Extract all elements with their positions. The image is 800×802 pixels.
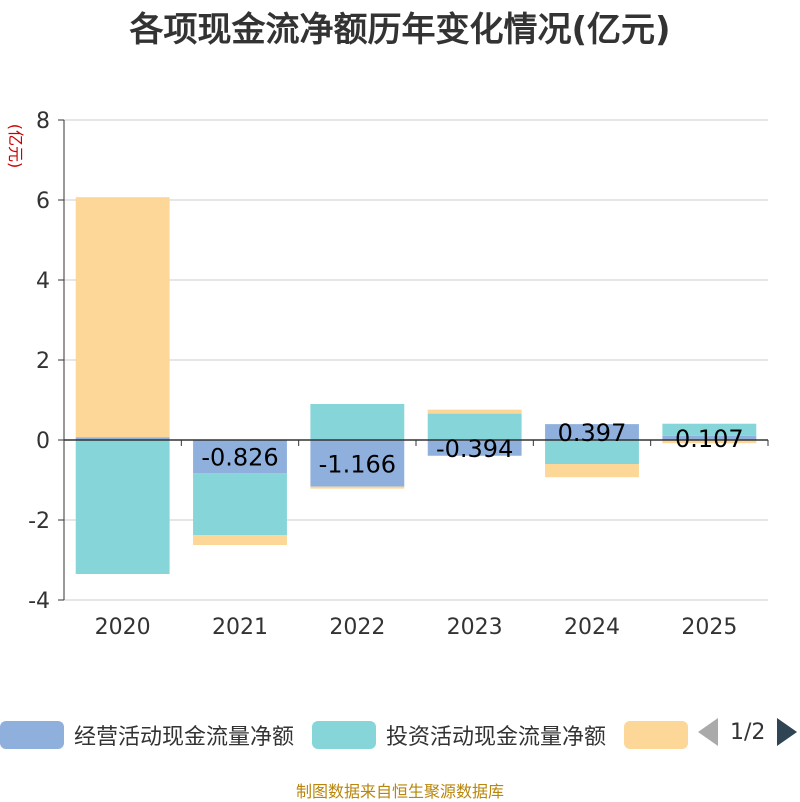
bar-2020-series-3 <box>75 197 170 438</box>
y-tick-label: 4 <box>36 269 50 294</box>
legend-item[interactable]: 投资活动现金流量净额 <box>312 719 606 751</box>
data-label: -1.166 <box>319 450 396 478</box>
x-tick-label: 2020 <box>95 615 151 640</box>
bar-2023-series-3 <box>427 409 522 414</box>
bar-2022-series-1 <box>310 440 405 487</box>
bar-2025-series-2 <box>662 423 757 436</box>
legend-item[interactable] <box>624 721 698 749</box>
bar-2023-series-1 <box>427 440 522 456</box>
bar-2022-series-3 <box>310 486 405 489</box>
axes: 8 6 4 2 0 -2 -4 (亿元) 2020 2021 2022 2023 2024 2025 <box>6 109 769 640</box>
bar-2020-series-1 <box>75 437 170 440</box>
data-label: -0.394 <box>436 435 513 463</box>
legend-pager: 1/2 <box>698 718 798 746</box>
bar-2025-series-1 <box>662 435 757 440</box>
y-tick-label: 2 <box>36 349 50 374</box>
y-tick-label: -4 <box>28 589 50 614</box>
x-tick-label: 2025 <box>681 615 737 640</box>
prev-page-icon[interactable] <box>698 718 718 746</box>
legend-item[interactable]: 经营活动现金流量净额 <box>0 719 294 751</box>
bar-2025-series-3 <box>662 440 757 444</box>
bars <box>75 197 757 574</box>
y-tick-label: 8 <box>36 109 50 134</box>
x-tick-label: 2022 <box>329 615 385 640</box>
legend: 经营活动现金流量净额 投资活动现金流量净额 <box>0 716 716 754</box>
legend-swatch <box>624 721 689 749</box>
y-tick-label: -2 <box>28 509 50 534</box>
bar-2021-series-3 <box>193 535 287 546</box>
chart-area: 8 6 4 2 0 -2 -4 (亿元) 2020 2021 2022 2023 2024 2025 -0… <box>6 109 769 640</box>
bar-2022-series-2 <box>310 404 405 440</box>
x-tick-label: 2023 <box>447 615 503 640</box>
legend-page-indicator: 1/2 <box>730 719 766 745</box>
data-labels: -0.826 -1.166 -0.394 0.397 0.107 <box>201 419 743 478</box>
grid-lines <box>64 119 768 601</box>
bar-2023-series-2 <box>427 413 522 440</box>
data-label: 0.397 <box>558 419 627 447</box>
legend-label: 投资活动现金流量净额 <box>386 725 607 750</box>
chart-title: 各项现金流净额历年变化情况(亿元) <box>129 10 671 50</box>
bar-2021-series-2 <box>193 473 287 536</box>
x-tick-label: 2024 <box>564 615 620 640</box>
y-tick-label: 6 <box>36 189 50 214</box>
bar-2024-series-1 <box>545 424 639 440</box>
legend-label: 经营活动现金流量净额 <box>74 725 295 750</box>
bar-2024-series-2 <box>545 440 639 464</box>
legend-swatch <box>0 721 64 749</box>
data-label: -0.826 <box>201 444 278 472</box>
bar-2021-series-1 <box>193 440 287 474</box>
y-tick-label: 0 <box>36 429 50 454</box>
data-label: 0.107 <box>675 425 744 453</box>
y-axis-label: (亿元) <box>6 124 25 169</box>
bar-2020-series-2 <box>75 440 170 574</box>
source-note: 制图数据来自恒生聚源数据库 <box>295 782 504 801</box>
next-page-icon[interactable] <box>777 718 798 746</box>
legend-swatch <box>312 721 377 749</box>
x-tick-label: 2021 <box>212 615 268 640</box>
bar-2024-series-3 <box>545 464 639 478</box>
